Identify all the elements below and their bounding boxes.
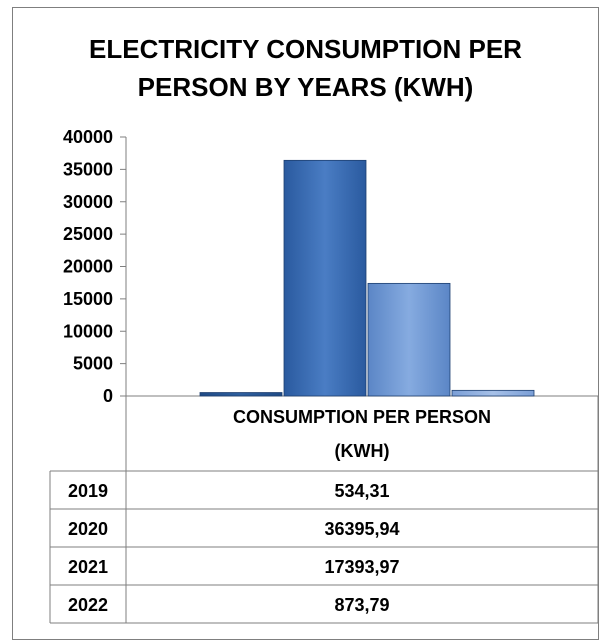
row-value-2021: 17393,97 bbox=[324, 557, 399, 577]
row-value-2019: 534,31 bbox=[334, 481, 389, 501]
y-tick-label: 15000 bbox=[63, 289, 113, 309]
y-tick-label: 40000 bbox=[63, 127, 113, 147]
y-tick-label: 30000 bbox=[63, 192, 113, 212]
bar-2022 bbox=[451, 389, 535, 397]
y-tick-label: 25000 bbox=[63, 224, 113, 244]
row-year-2019: 2019 bbox=[68, 481, 108, 501]
y-tick-label: 20000 bbox=[63, 257, 113, 277]
bar-2019 bbox=[199, 392, 283, 397]
row-value-2022: 873,79 bbox=[334, 595, 389, 615]
y-tick-label: 0 bbox=[103, 386, 113, 406]
category-label-line1: CONSUMPTION PER PERSON bbox=[233, 407, 491, 427]
chart-title: ELECTRICITY CONSUMPTION PER PERSON BY YE… bbox=[89, 34, 522, 102]
row-year-2021: 2021 bbox=[68, 557, 108, 577]
category-label-line2: (KWH) bbox=[335, 441, 390, 461]
y-tick-label: 10000 bbox=[63, 321, 113, 341]
row-year-2020: 2020 bbox=[68, 519, 108, 539]
row-year-2022: 2022 bbox=[68, 595, 108, 615]
bar-2021 bbox=[367, 282, 451, 397]
row-value-2020: 36395,94 bbox=[324, 519, 399, 539]
y-tick-label: 35000 bbox=[63, 159, 113, 179]
bar-2020 bbox=[283, 159, 367, 397]
chart-frame bbox=[12, 7, 599, 640]
y-tick-label: 5000 bbox=[73, 354, 113, 374]
